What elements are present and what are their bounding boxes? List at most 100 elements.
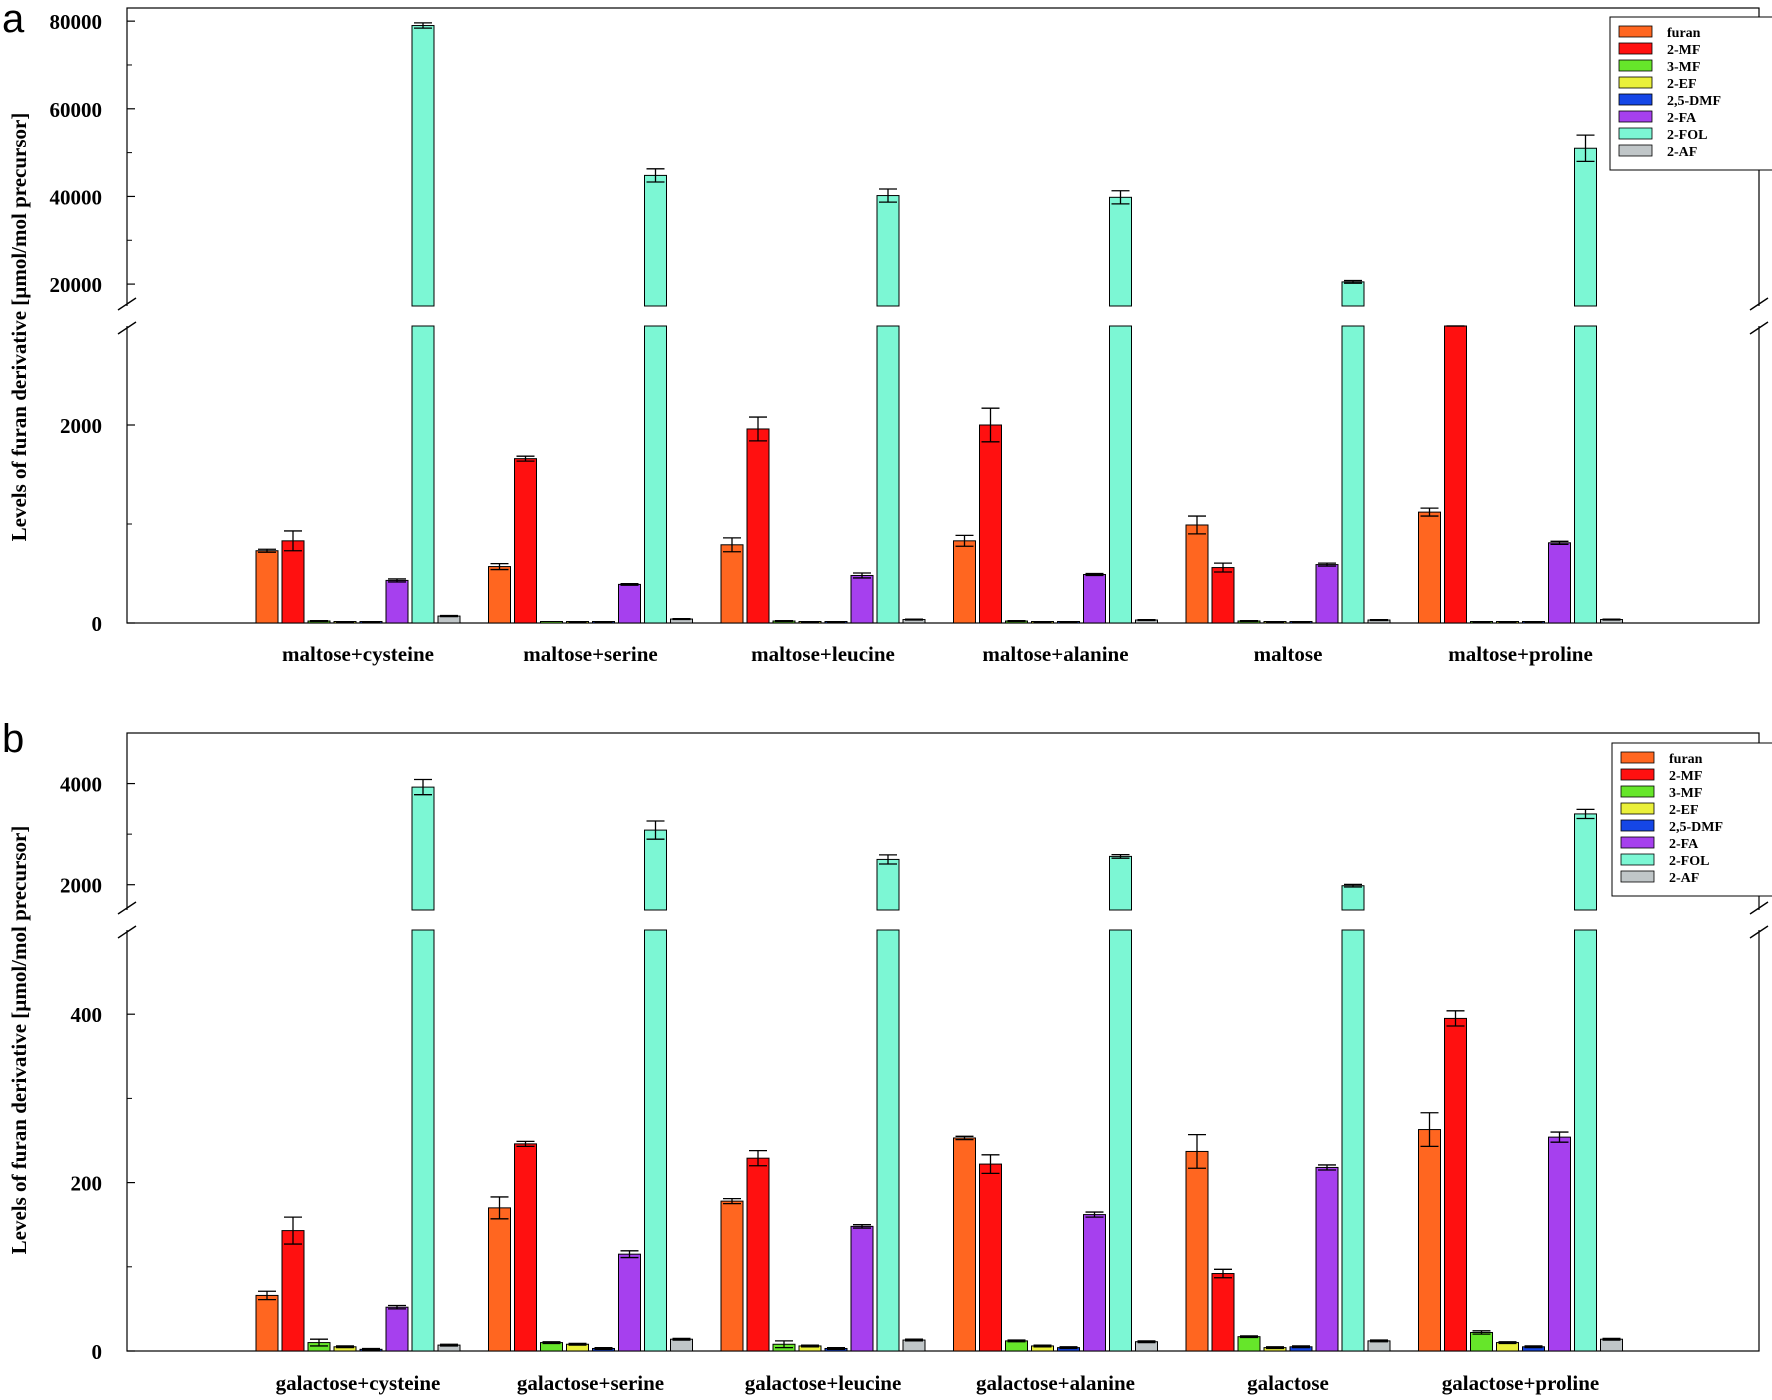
panel-b-legend-swatch bbox=[1620, 853, 1655, 866]
panel-b-axis-break-mark bbox=[117, 901, 137, 915]
panel-a-bar-2-fol-upper bbox=[1109, 196, 1132, 307]
panel-a-y-tick-label: 60000 bbox=[50, 98, 103, 122]
panel-b-y-tick-label: 0 bbox=[92, 1340, 103, 1364]
panel-a-legend-swatch bbox=[1618, 25, 1653, 38]
panel-a-bar-2-fol bbox=[644, 325, 667, 624]
panel-b-category-label: galactose+cysteine bbox=[276, 1371, 441, 1395]
panel-a-bar-2-mf bbox=[1444, 325, 1467, 624]
panel-a-category-label: maltose+serine bbox=[523, 642, 657, 666]
panel-b-bar-furan bbox=[720, 1200, 744, 1352]
panel-a-bar-2-fol bbox=[411, 325, 435, 624]
panel-b-bar-furan bbox=[1185, 1150, 1209, 1352]
panel-a-bar-2-mf bbox=[746, 428, 770, 624]
panel-b-frame bbox=[126, 732, 1760, 1352]
panel-a-bar-2-mf bbox=[979, 424, 1002, 624]
panel-b-category-label: galactose+serine bbox=[517, 1371, 664, 1395]
panel-b-bar-3-mf bbox=[1470, 1331, 1493, 1352]
panel-b-category-label: galactose+leucine bbox=[745, 1371, 902, 1395]
panel-a-bar-2-fol-upper bbox=[644, 174, 667, 307]
panel-b-bar-2-af bbox=[1367, 1340, 1391, 1352]
panel-b-bar-2-mf bbox=[1211, 1273, 1235, 1352]
panel-a-y-tick-label: 20000 bbox=[50, 273, 103, 297]
panel-a-y-tick-label: 2000 bbox=[60, 414, 102, 438]
panel-b-bar-2-fa bbox=[385, 1306, 409, 1352]
panel-a-bar-2-fa bbox=[850, 574, 874, 624]
panel-a-bar-2-fol bbox=[1341, 325, 1365, 624]
panel-b-category-label: galactose+alanine bbox=[976, 1371, 1135, 1395]
panel-b-bar-2-fa bbox=[1315, 1166, 1339, 1352]
panel-a-y-tick-label: 80000 bbox=[50, 10, 103, 34]
panel-a-category-label: maltose+leucine bbox=[751, 642, 895, 666]
panel-a-category-label: maltose bbox=[1254, 642, 1323, 666]
panel-b-legend-label: 2,5-DMF bbox=[1669, 820, 1723, 835]
panel-a-legend-swatch bbox=[1618, 127, 1653, 140]
panel-a-bar-2-fa bbox=[1548, 542, 1571, 624]
panel-a-bar-2-fol-upper bbox=[1574, 147, 1597, 307]
panel-b-bar-2-mf bbox=[746, 1157, 770, 1352]
panel-b-bar-2-fol-upper bbox=[1109, 855, 1132, 911]
panel-b-bar-2-fol bbox=[1574, 929, 1597, 1352]
panel-b-bar-2-af bbox=[670, 1338, 693, 1352]
panel-b-bar-2-fol-upper bbox=[1341, 885, 1365, 911]
panel-b-legend bbox=[1611, 742, 1772, 897]
panel-b-y-tick-label: 400 bbox=[71, 1003, 103, 1027]
panel-a-axis-break-mark bbox=[1749, 321, 1769, 335]
panel-b-bar-2-fol bbox=[876, 929, 900, 1352]
panel-a-letter: a bbox=[2, 0, 25, 41]
panel-a-bar-3-mf bbox=[540, 621, 563, 624]
panel-a-y-axis-label: Levels of furan derivative [µmol/mol pre… bbox=[7, 113, 31, 542]
panel-a-bar-furan bbox=[1185, 524, 1209, 624]
panel-b-bar-2-mf bbox=[1444, 1017, 1467, 1352]
panel-b-legend-swatch bbox=[1620, 819, 1655, 832]
panel-a-category-label: maltose+cysteine bbox=[282, 642, 434, 666]
panel-b-bar-2-mf bbox=[514, 1143, 537, 1352]
panel-b-bar-2-fa bbox=[850, 1225, 874, 1352]
panel-b-legend-swatch bbox=[1620, 870, 1655, 883]
panel-a-legend-swatch bbox=[1618, 59, 1653, 72]
panel-a-bar-2-fol bbox=[1109, 325, 1132, 624]
panel-b-axis-break-mark bbox=[117, 925, 137, 939]
panel-a-bar-furan bbox=[953, 540, 976, 624]
panel-b-category-label: galactose+proline bbox=[1442, 1371, 1599, 1395]
panel-b-bar-furan bbox=[953, 1137, 976, 1352]
panel-a-bar-2-fa bbox=[1315, 564, 1339, 624]
panel-a-bar-2-mf bbox=[281, 540, 305, 624]
panel-b-bar-2-mf bbox=[281, 1230, 305, 1352]
panel-b-legend-swatch bbox=[1620, 836, 1655, 849]
panel-b-bar-3-mf bbox=[1237, 1336, 1261, 1352]
panel-a-bar-2-fol bbox=[1574, 325, 1597, 624]
panel-b-y-tick-label: 200 bbox=[71, 1172, 103, 1196]
panel-a-bar-2-fol-upper bbox=[876, 195, 900, 307]
panel-a-chart: a 20000 40000 60000 80000 0 2000 Levels of fura… bbox=[2, 0, 1772, 666]
panel-b-bar-2-fol-upper bbox=[876, 858, 900, 911]
panel-b-y-axis-label: Levels of furan derivative [µmol/mol pre… bbox=[7, 826, 31, 1255]
panel-a-bar-2-fa bbox=[385, 579, 409, 624]
panel-b-legend-swatch bbox=[1620, 785, 1655, 798]
panel-b-legend-label: 2-FA bbox=[1669, 837, 1699, 852]
panel-a-bar-2-fa bbox=[618, 583, 641, 624]
panel-a-axis-break-mark bbox=[117, 297, 137, 311]
panel-a-legend-swatch bbox=[1618, 76, 1653, 89]
panel-b-legend-label: 2-AF bbox=[1669, 871, 1699, 886]
panel-b-y-tick-label: 4000 bbox=[60, 773, 102, 797]
panel-b-bar-2-fol bbox=[644, 929, 667, 1352]
panel-b-bar-2-fa bbox=[1548, 1136, 1571, 1352]
panel-b-letter: b bbox=[2, 717, 24, 761]
panel-a-legend-swatch bbox=[1618, 144, 1653, 157]
panel-a-legend-label: 2-FA bbox=[1667, 111, 1697, 126]
panel-b-bar-furan bbox=[255, 1294, 279, 1352]
panel-b-bar-2-mf bbox=[979, 1163, 1002, 1352]
panel-b-legend-swatch bbox=[1620, 768, 1655, 781]
panel-a-legend-swatch bbox=[1618, 110, 1653, 123]
panel-a-axis-break-mark bbox=[1749, 297, 1769, 311]
panel-b-axis-break-mark bbox=[1749, 901, 1769, 915]
panel-b-bar-2-af bbox=[1600, 1338, 1623, 1352]
panel-b-bar-furan bbox=[488, 1207, 511, 1352]
panel-a-bar-furan bbox=[1418, 511, 1441, 624]
panel-a-bar-furan bbox=[720, 544, 744, 624]
panel-a-legend-label: 2,5-DMF bbox=[1667, 94, 1721, 109]
panel-a-legend-label: 2-FOL bbox=[1667, 128, 1707, 143]
panel-a-axis-break-mark bbox=[117, 321, 137, 335]
panel-a-legend-swatch bbox=[1618, 93, 1653, 106]
